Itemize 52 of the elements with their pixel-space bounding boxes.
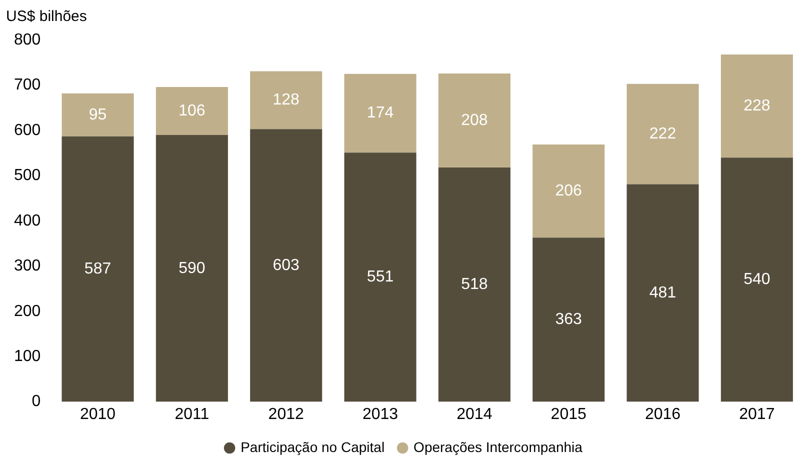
y-axis-title: US$ bilhões <box>6 8 87 25</box>
bar <box>438 168 510 402</box>
bar <box>62 136 134 402</box>
x-tick-label: 2010 <box>80 406 116 423</box>
y-tick-label: 100 <box>14 348 41 365</box>
bar <box>62 93 134 136</box>
bar <box>344 74 416 153</box>
data-label: 590 <box>178 260 206 277</box>
x-tick-label: 2011 <box>174 406 210 423</box>
data-label: 206 <box>555 182 582 200</box>
x-tick-label: 2016 <box>644 406 681 423</box>
data-label: 222 <box>649 125 676 142</box>
data-label: 106 <box>178 102 206 120</box>
bar <box>250 129 322 402</box>
data-label: 551 <box>366 268 394 286</box>
bar <box>720 54 793 158</box>
y-tick-label: 200 <box>14 302 41 320</box>
data-label: 174 <box>366 104 394 122</box>
data-label: 481 <box>649 284 676 302</box>
x-tick-label: 2012 <box>268 406 304 423</box>
data-label: 363 <box>555 311 582 328</box>
x-tick-label: 2013 <box>362 406 398 423</box>
y-tick-label: 300 <box>14 258 41 275</box>
x-tick-label: 2014 <box>456 406 492 423</box>
y-tick-label: 600 <box>14 122 41 139</box>
data-label: 540 <box>744 271 770 288</box>
legend-label: Participação no Capital <box>240 438 385 455</box>
y-tick-label: 0 <box>32 393 41 410</box>
y-tick-label: 500 <box>14 167 41 184</box>
data-label: 95 <box>88 106 107 124</box>
data-label: 128 <box>272 92 300 109</box>
bar <box>156 87 228 135</box>
x-tick-label: 2017 <box>739 406 775 423</box>
bar <box>626 84 699 184</box>
bar <box>438 73 510 168</box>
data-label: 587 <box>84 260 112 278</box>
data-label: 228 <box>744 97 770 114</box>
bar <box>156 134 228 402</box>
y-tick-label: 400 <box>14 212 41 230</box>
bar <box>250 71 322 130</box>
x-tick-label: 2015 <box>550 406 586 423</box>
legend-label: Operações Intercompanhia <box>414 438 583 455</box>
data-label: 603 <box>272 256 300 274</box>
bar <box>532 238 605 402</box>
bar <box>532 144 605 238</box>
bar <box>344 152 416 402</box>
y-tick-label: 700 <box>14 76 41 94</box>
data-label: 518 <box>461 276 488 294</box>
data-label: 208 <box>461 112 488 129</box>
bar <box>626 184 699 402</box>
y-tick-label: 800 <box>14 31 41 48</box>
bar <box>720 158 793 402</box>
